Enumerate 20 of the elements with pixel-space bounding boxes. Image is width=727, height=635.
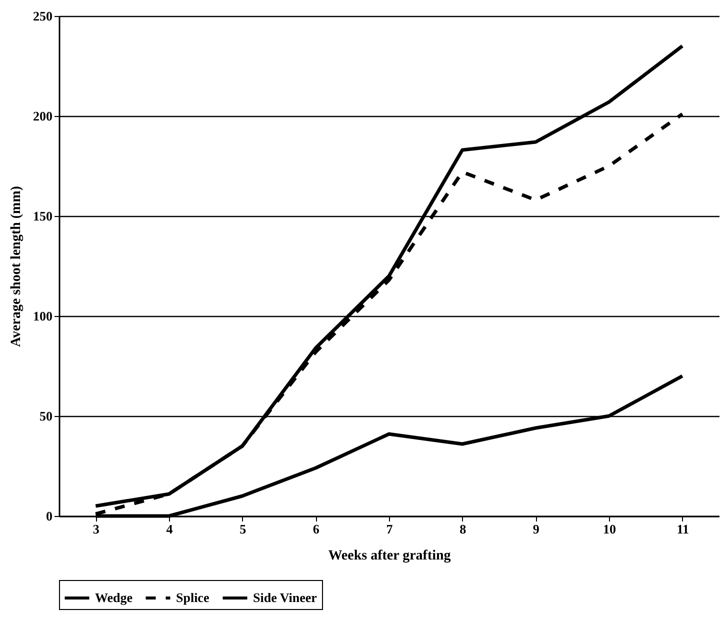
y-axis-title: Average shoot length (mm) [9, 186, 24, 348]
x-tick-label: 6 [312, 522, 320, 536]
y-tick-label: 50 [40, 408, 52, 424]
legend-label: Splice [176, 590, 210, 605]
x-tick-label: 7 [386, 522, 394, 536]
x-tick-label: 9 [532, 522, 540, 536]
y-tick-label: 100 [33, 308, 52, 324]
legend-label: Wedge [95, 590, 133, 605]
y-tick-label: 0 [46, 508, 52, 524]
x-tick-label: 8 [460, 522, 467, 536]
x-tick-label: 10 [603, 522, 616, 536]
legend-label: Side Vineer [253, 590, 318, 605]
x-axis-title: Weeks after grafting [328, 548, 451, 564]
x-tick-label: 4 [166, 522, 174, 536]
x-tick-label: 3 [92, 522, 100, 536]
y-tick-label: 250 [33, 8, 52, 24]
x-tick-label: 11 [676, 522, 689, 536]
y-tick-label: 150 [33, 208, 52, 224]
y-tick-label: 200 [33, 108, 52, 124]
x-tick-label: 5 [240, 522, 247, 536]
